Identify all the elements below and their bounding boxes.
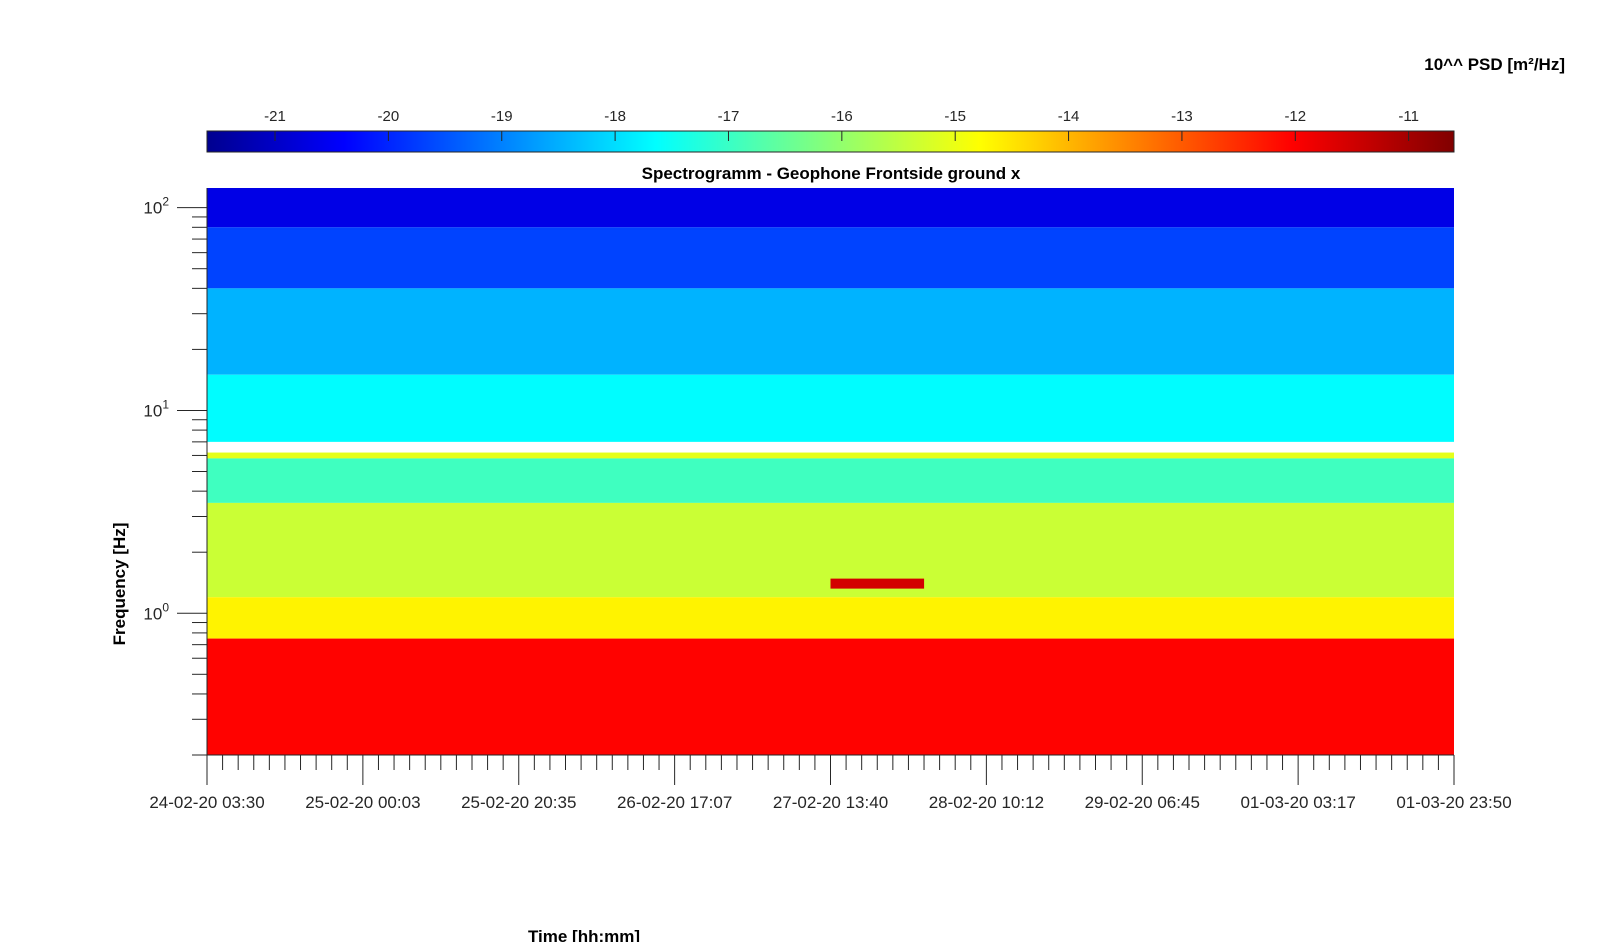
colorbar-tick-label: -13 <box>1171 108 1193 125</box>
y-tick-exponent: 2 <box>162 195 169 209</box>
y-tick-label: 101 <box>143 397 169 420</box>
y-tick-label: 100 <box>143 600 169 623</box>
x-tick-label: 25-02-20 20:35 <box>461 793 576 812</box>
plot-area <box>207 188 1454 755</box>
colorbar-tick-label: -15 <box>944 108 966 125</box>
chart-title: Spectrogramm - Geophone Frontside ground… <box>642 164 1021 183</box>
colorbar-tick-label: -21 <box>264 108 286 125</box>
frequency-band <box>207 452 1454 459</box>
y-tick-label: 102 <box>143 195 169 218</box>
colorbar-tick-label: -18 <box>604 108 626 125</box>
colorbar-scale <box>206 130 1455 153</box>
x-tick-label: 27-02-20 13:40 <box>773 793 888 812</box>
spectrogram-annotations <box>830 578 925 589</box>
x-axis-label: Time [hh:mm] <box>528 927 640 942</box>
x-tick-label: 01-03-20 23:50 <box>1396 793 1511 812</box>
colorbar-tick-label: -17 <box>718 108 740 125</box>
colorbar-tick-label: -12 <box>1284 108 1306 125</box>
x-tick-label: 26-02-20 17:07 <box>617 793 732 812</box>
frequency-band <box>207 227 1454 289</box>
y-tick-base: 10 <box>143 199 162 218</box>
colorbar-tick-label: -19 <box>491 108 513 125</box>
y-tick-exponent: 1 <box>162 397 169 411</box>
colorbar-tick-label: -11 <box>1398 108 1419 125</box>
colorbar-tick-label: -14 <box>1058 108 1080 125</box>
frequency-band <box>207 458 1454 503</box>
frequency-band <box>207 374 1454 442</box>
colorbar-tick-label: -20 <box>378 108 400 125</box>
frequency-band <box>207 188 1454 228</box>
colorbar-label: 10^^ PSD [m²/Hz] <box>1424 55 1565 74</box>
x-tick-label: 25-02-20 00:03 <box>305 793 420 812</box>
x-tick-label: 01-03-20 03:17 <box>1240 793 1355 812</box>
y-tick-base: 10 <box>143 604 162 623</box>
y-tick-base: 10 <box>143 401 162 420</box>
spectrogram-bands <box>207 188 1454 755</box>
x-axis: 24-02-20 03:30 25-02-20 00:03 25-02-20 20:… <box>149 754 1512 812</box>
y-axis-label: Frequency [Hz] <box>110 523 129 646</box>
narrowband-event <box>830 578 925 589</box>
y-tick-exponent: 0 <box>162 600 169 614</box>
frequency-band <box>207 638 1454 755</box>
x-tick-label: 24-02-20 03:30 <box>149 793 264 812</box>
colorbar: -21 -20 -19 -18 -17 -16 -15 -14 -13 -12 -11 <box>206 108 1455 153</box>
frequency-band <box>207 288 1454 375</box>
x-tick-label: 28-02-20 10:12 <box>929 793 1044 812</box>
frequency-band <box>207 597 1454 639</box>
x-tick-label: 29-02-20 06:45 <box>1085 793 1200 812</box>
colorbar-ticks: -21 -20 -19 -18 -17 -16 -15 -14 -13 -12 -11 <box>264 108 1419 141</box>
colorbar-tick-label: -16 <box>831 108 853 125</box>
